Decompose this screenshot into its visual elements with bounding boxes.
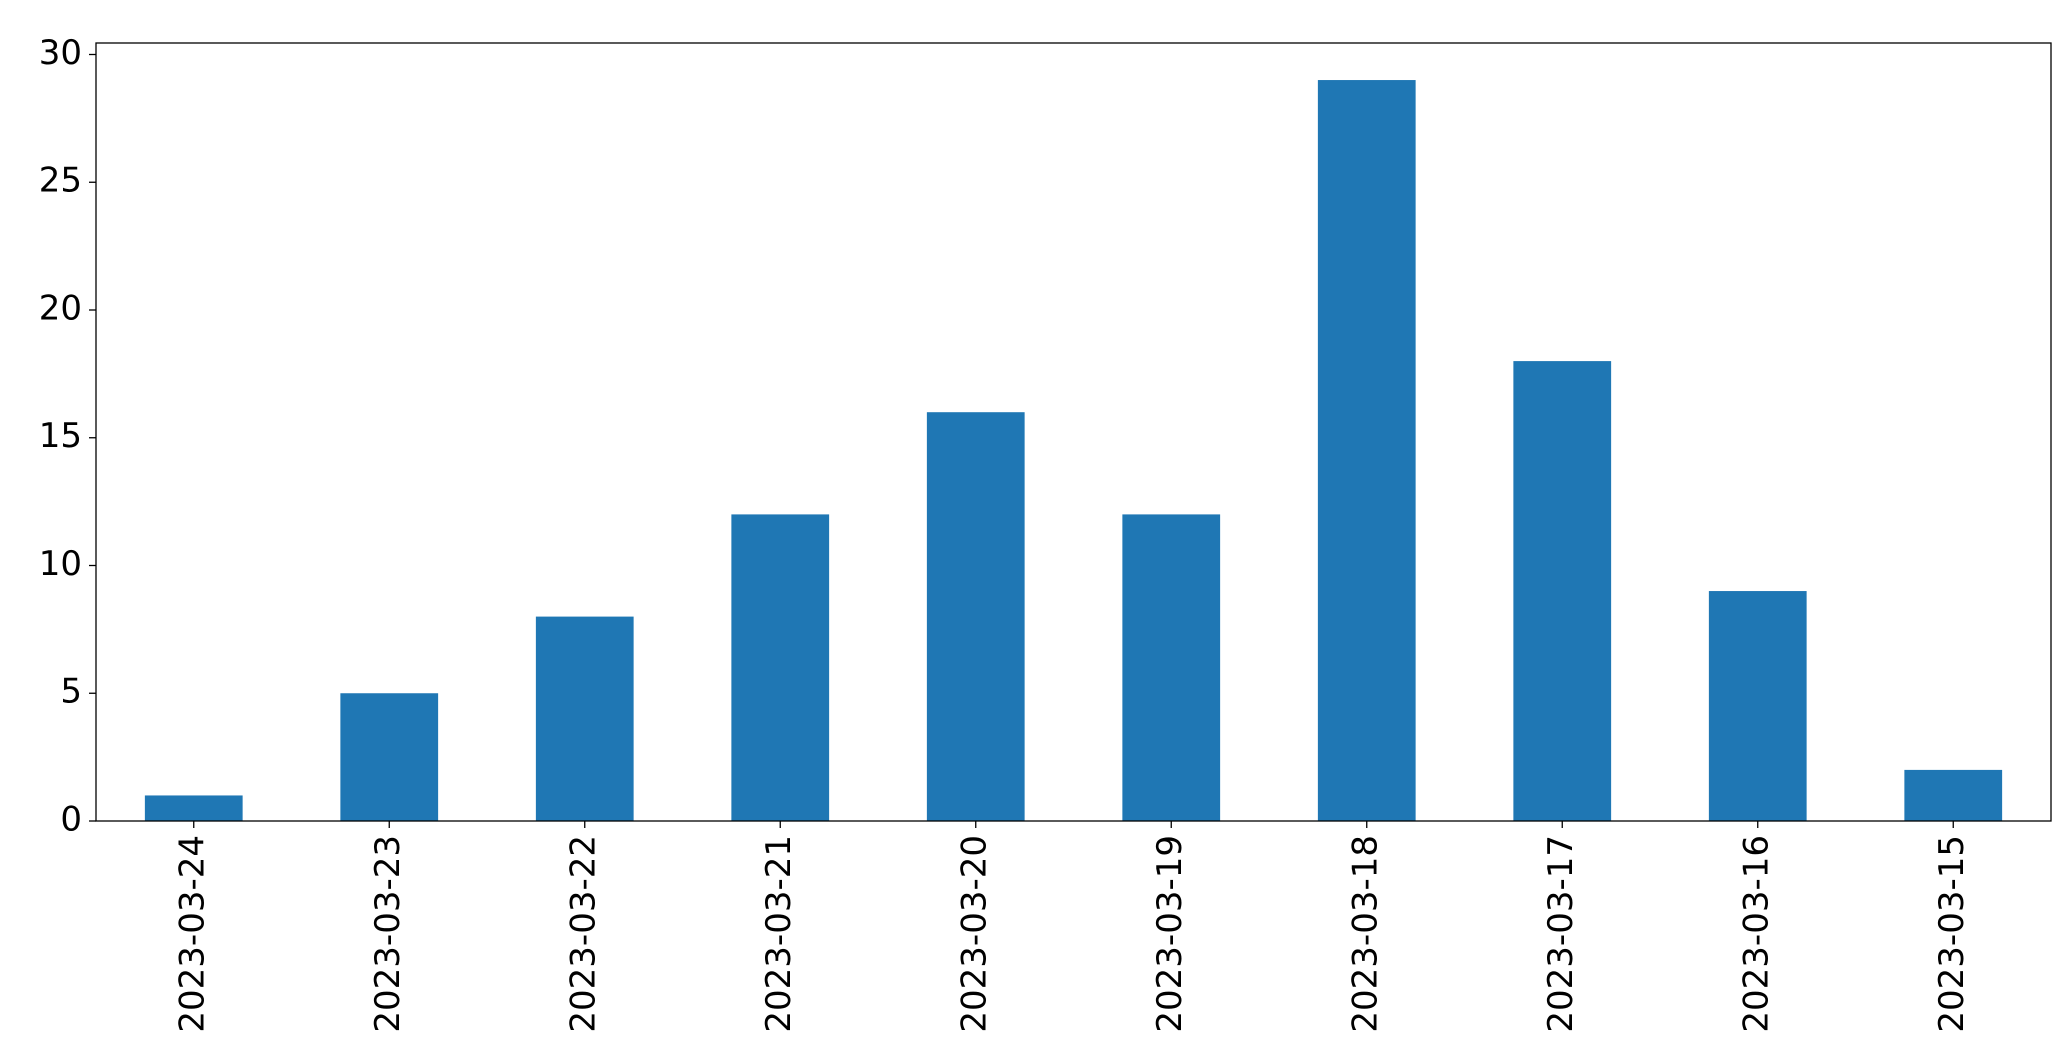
y-tick-label: 30: [39, 33, 82, 73]
bar: [1317, 80, 1416, 822]
y-tick-label: 25: [39, 161, 82, 201]
y-tick-label: 0: [60, 800, 82, 840]
bar: [1904, 769, 2003, 821]
bar: [1122, 514, 1221, 821]
bar: [144, 795, 243, 821]
bar: [535, 616, 634, 821]
x-tick-label: 2023-03-17: [1541, 835, 1581, 1033]
bar: [1513, 361, 1612, 821]
x-tick-label: 2023-03-18: [1345, 835, 1385, 1033]
bar: [340, 693, 439, 821]
y-tick-label: 20: [39, 288, 82, 328]
x-tick-label: 2023-03-24: [172, 835, 212, 1033]
x-tick-label: 2023-03-19: [1150, 835, 1190, 1033]
x-tick-label: 2023-03-22: [563, 835, 603, 1033]
plot-frame: [95, 42, 2052, 822]
x-tick-label: 2023-03-20: [954, 835, 994, 1033]
x-tick-label: 2023-03-23: [368, 835, 408, 1033]
bar: [1708, 591, 1807, 821]
y-tick-label: 5: [60, 672, 82, 712]
y-tick-label: 15: [39, 416, 82, 456]
x-tick-label: 2023-03-16: [1736, 835, 1776, 1033]
x-tick-label: 2023-03-15: [1932, 835, 1972, 1033]
x-tick-label: 2023-03-21: [759, 835, 799, 1033]
bar: [731, 514, 830, 821]
bar: [926, 412, 1025, 821]
y-tick-label: 10: [39, 544, 82, 584]
